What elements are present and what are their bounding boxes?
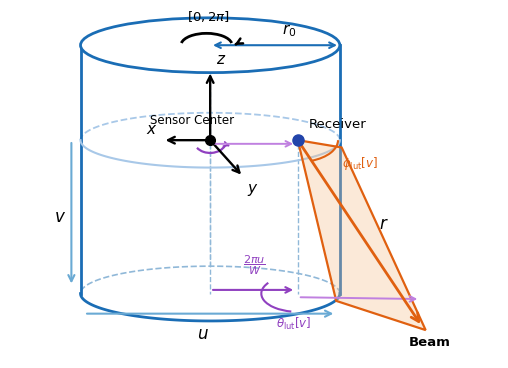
- Text: Beam: Beam: [408, 336, 450, 348]
- Text: $r_0$: $r_0$: [282, 22, 297, 39]
- Text: $[0, 2\pi]$: $[0, 2\pi]$: [187, 9, 230, 24]
- Polygon shape: [298, 140, 426, 330]
- Text: $\theta_{\mathrm{lut}}[v]$: $\theta_{\mathrm{lut}}[v]$: [276, 315, 312, 332]
- Text: $y$: $y$: [247, 182, 258, 198]
- Text: $u$: $u$: [197, 325, 209, 343]
- Text: $v$: $v$: [54, 208, 67, 226]
- Text: $x$: $x$: [146, 122, 157, 137]
- Text: Receiver: Receiver: [309, 118, 367, 131]
- Text: $\phi_{\mathrm{lut}}[v]$: $\phi_{\mathrm{lut}}[v]$: [342, 155, 377, 172]
- Text: $z$: $z$: [216, 52, 226, 67]
- Text: $\dfrac{2\pi u}{W}$: $\dfrac{2\pi u}{W}$: [243, 254, 265, 277]
- Text: Sensor Center: Sensor Center: [150, 114, 234, 127]
- Ellipse shape: [81, 18, 340, 72]
- Text: $r$: $r$: [379, 215, 389, 233]
